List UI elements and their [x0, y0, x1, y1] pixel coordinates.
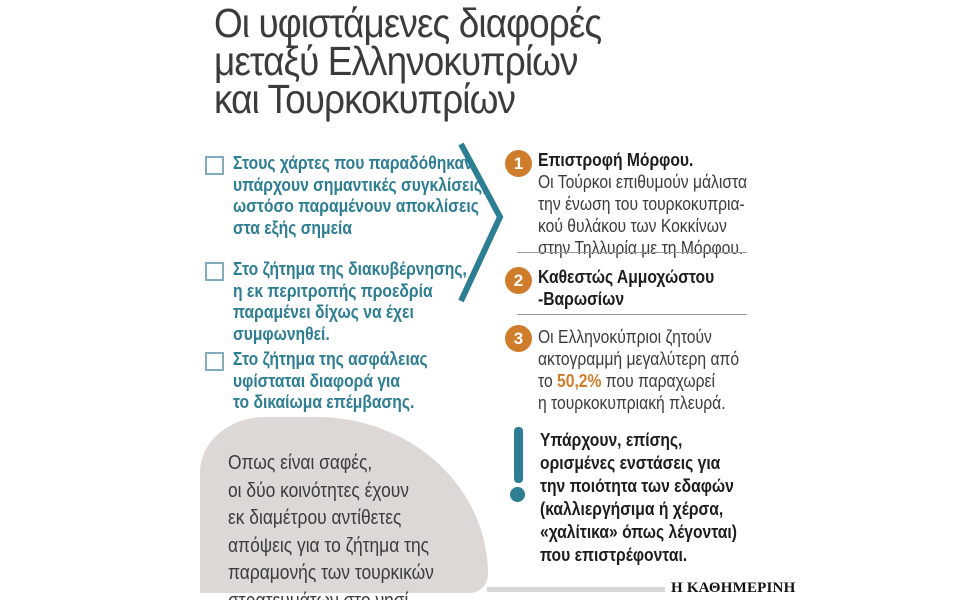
item-3-highlight: 50,2% [557, 371, 602, 391]
separator [517, 252, 747, 253]
item-1-text: Επιστροφή Μόρφου. Οι Τούρκοι επιθυμούν μ… [538, 149, 782, 259]
bullet-text: Στους χάρτες που παραδόθηκαν υπάρχουν σημ… [233, 153, 487, 238]
item-1-body: Οι Τούρκοι επιθυμούν μάλιστα την ένωση το… [538, 172, 748, 258]
item-3-body-before: Οι Ελληνοκύπριοι ζητούν ακτογραμμή μεγαλύ… [538, 327, 740, 391]
checkbox-icon [205, 156, 224, 175]
conclusion-blob: Οπως είναι σαφές, οι δύο κοινότητες έχουν… [200, 417, 488, 600]
number-badge-1: 1 [505, 150, 532, 177]
separator [517, 314, 747, 315]
exclamation-icon [514, 427, 523, 483]
number-badge-3: 3 [505, 325, 532, 352]
exclamation-dot-icon [510, 487, 525, 502]
item-2-title: Καθεστώς Αμμοχώστου -Βαρωσίων [538, 267, 715, 309]
checkbox-icon [205, 262, 224, 281]
number-badge-2: 2 [505, 267, 532, 294]
bottom-divider [487, 587, 665, 592]
note-text: Υπάρχουν, επίσης, ορισμένες ενστάσεις για… [540, 430, 738, 565]
conclusion-text: Οπως είναι σαφές, οι δύο κοινότητες έχουν… [228, 452, 434, 600]
brand-logo: Η ΚΑΘΗΜΕΡΙΝΗ [671, 580, 796, 596]
checkbox-icon [205, 352, 224, 371]
page-title: Οι υφιστάμενες διαφορές μεταξύ Ελληνοκυπρ… [214, 0, 602, 122]
item-3-text: Οι Ελληνοκύπριοι ζητούν ακτογραμμή μεγαλύ… [538, 326, 782, 414]
item-3-body-after: που παραχωρεί η τουρκοκυπριακή πλευρά. [538, 371, 726, 413]
item-1-title: Επιστροφή Μόρφου. [538, 150, 694, 170]
bullet-text: Στο ζήτημα της διακυβέρνησης, η εκ περιτρ… [233, 259, 467, 344]
bullet-text: Στο ζήτημα της ασφάλειας υφίσταται διαφορ… [233, 349, 428, 412]
chevron-right-icon [458, 142, 504, 303]
